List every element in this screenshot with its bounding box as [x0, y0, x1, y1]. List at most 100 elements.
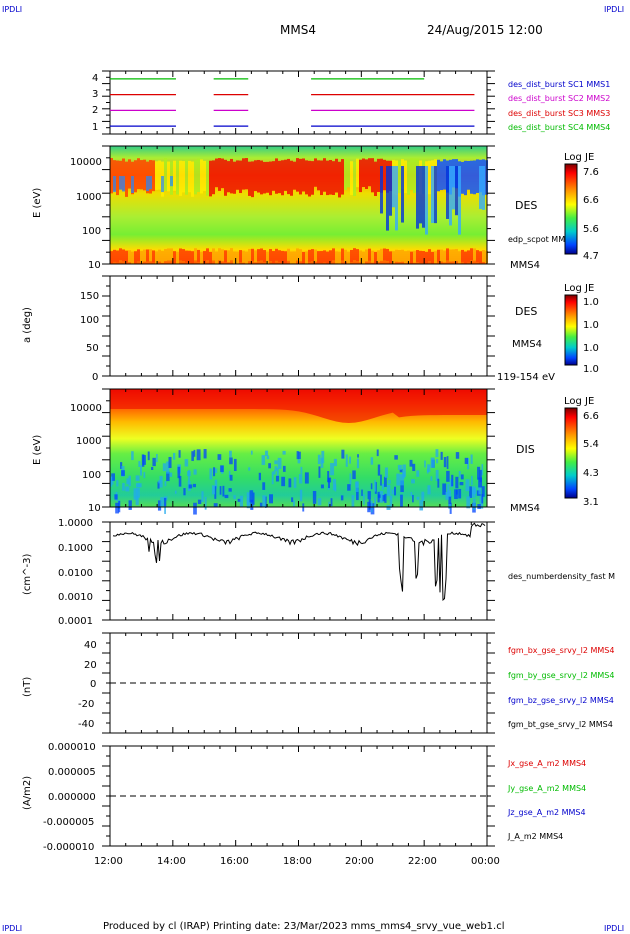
des-spec-cell	[317, 251, 320, 264]
dis-spec-cell	[156, 453, 158, 463]
dis-energy-ylabel: E (eV)	[32, 435, 43, 465]
dis-spec-cell	[135, 496, 139, 506]
des-spec-cell	[209, 160, 212, 197]
des-spec-cell	[323, 158, 326, 192]
corner-mark-bottom-left: IPDLI	[2, 924, 22, 933]
dis-spec-cell	[193, 502, 197, 515]
des-spec-cell	[431, 166, 434, 224]
dis-high-energy-band	[110, 389, 487, 423]
dis-spec-cell	[374, 497, 377, 506]
dis-spec-cell	[384, 493, 387, 503]
des-spec-cell	[401, 166, 404, 223]
dis-spec-cell	[140, 465, 142, 476]
des-spec-cell	[200, 159, 203, 194]
des-spec-cell	[236, 251, 239, 264]
time-tick-1400: 14:00	[157, 856, 186, 867]
des-spec-cell	[452, 249, 455, 262]
current-ytick-4: -0.000005	[43, 817, 94, 828]
des-spec-cell	[134, 160, 137, 193]
des-spec-cell	[476, 159, 479, 193]
des-ytick-100: 100	[82, 226, 101, 237]
dis-spec-cell	[217, 454, 222, 460]
dis-spec-cell	[411, 479, 415, 484]
density-legend: des_numberdensity_fast M	[508, 572, 615, 581]
des-spec-cell	[320, 251, 323, 264]
dis-spec-cell	[458, 488, 462, 499]
dis-spec-cell	[327, 486, 330, 490]
des-spec-cell	[110, 158, 113, 194]
des-spec-cell	[425, 166, 428, 235]
dis-spec-cell	[416, 496, 420, 500]
dis-spec-cell	[351, 495, 355, 507]
density-ylabel: (cm^-3)	[22, 554, 33, 595]
dis-spec-cell	[330, 463, 335, 476]
legend-sc4: des_dist_burst SC4 MMS4	[508, 123, 610, 132]
dis-cbar-tick-3: 4.3	[583, 468, 599, 479]
des-spec-cell	[278, 250, 281, 263]
des-ytick-10: 10	[88, 260, 101, 271]
legend-sc3: des_dist_burst SC3 MMS3	[508, 109, 610, 118]
des-spec-cell	[242, 250, 245, 263]
des-spec-cell	[209, 251, 212, 264]
bfield-legend-bt: fgm_bt_gse_srvy_l2 MMS4	[508, 720, 613, 729]
des-spec-cell	[383, 248, 386, 261]
dis-spec-cell	[327, 478, 331, 489]
dis-spec-cell	[427, 485, 431, 495]
des-spec-cell	[290, 160, 293, 196]
dis-spec-cell	[211, 485, 216, 495]
dis-spec-cell	[397, 464, 402, 470]
des-spec-cell	[419, 166, 422, 224]
dis-ytick-1000: 1000	[76, 436, 101, 447]
des-spec-cell	[362, 251, 365, 264]
des-spec-cell	[341, 159, 344, 195]
des-spec-cell	[164, 249, 167, 262]
header-spacecraft: MMS4	[280, 23, 316, 37]
des-spec-cell	[449, 249, 452, 262]
des-spec-cell	[293, 161, 296, 190]
dis-spec-cell	[191, 451, 194, 461]
dis-spec-cell	[352, 470, 356, 480]
des-spec-cell	[350, 161, 353, 196]
des-spec-cell	[356, 249, 359, 262]
dis-spec-cell	[477, 466, 481, 480]
dis-spec-cell	[115, 502, 119, 514]
dis-spec-cell	[399, 469, 403, 473]
dis-spec-cell	[252, 492, 255, 505]
des-spec-cell	[236, 160, 239, 190]
des-spec-cell	[353, 161, 356, 197]
des-spec-cell	[158, 160, 161, 190]
pitch-cbar-tick-4: 1.0	[583, 364, 599, 375]
des-energy-instrument: DES	[515, 199, 537, 212]
des-spec-cell	[173, 251, 176, 264]
dis-spec-cell	[447, 490, 452, 497]
des-spec-cell	[260, 248, 263, 261]
dis-spec-cell	[214, 468, 218, 474]
dis-spec-cell	[469, 486, 472, 498]
dis-spec-cell	[229, 457, 233, 465]
dis-spec-cell	[479, 469, 482, 483]
dis-ytick-10: 10	[88, 503, 101, 514]
des-spec-cell	[146, 249, 149, 262]
dis-spec-cell	[204, 496, 207, 510]
dis-spec-cell	[178, 475, 182, 487]
dis-spec-cell	[437, 478, 440, 488]
dis-spec-cell	[304, 472, 309, 484]
density-ytick-1: 1.0000	[58, 518, 93, 529]
bfield-legend-by: fgm_by_gse_srvy_l2 MMS4	[508, 671, 614, 680]
des-spec-cell	[254, 250, 257, 263]
bfield-ytick-0: 0	[90, 679, 96, 690]
corner-mark-bottom-right: IPDLI	[604, 924, 624, 933]
des-spec-cell	[119, 176, 122, 190]
dis-spec-cell	[159, 475, 163, 488]
dis-spec-cell	[249, 490, 254, 503]
des-spec-cell	[374, 251, 377, 264]
dis-spec-cell	[427, 464, 431, 473]
des-spec-cell	[284, 251, 287, 264]
dis-spec-cell	[479, 496, 484, 509]
des-spec-cell	[179, 248, 182, 261]
des-spec-cell	[365, 159, 368, 189]
des-spec-cell	[152, 250, 155, 263]
dis-spec-cell	[442, 483, 447, 495]
des-spec-cell	[230, 158, 233, 194]
